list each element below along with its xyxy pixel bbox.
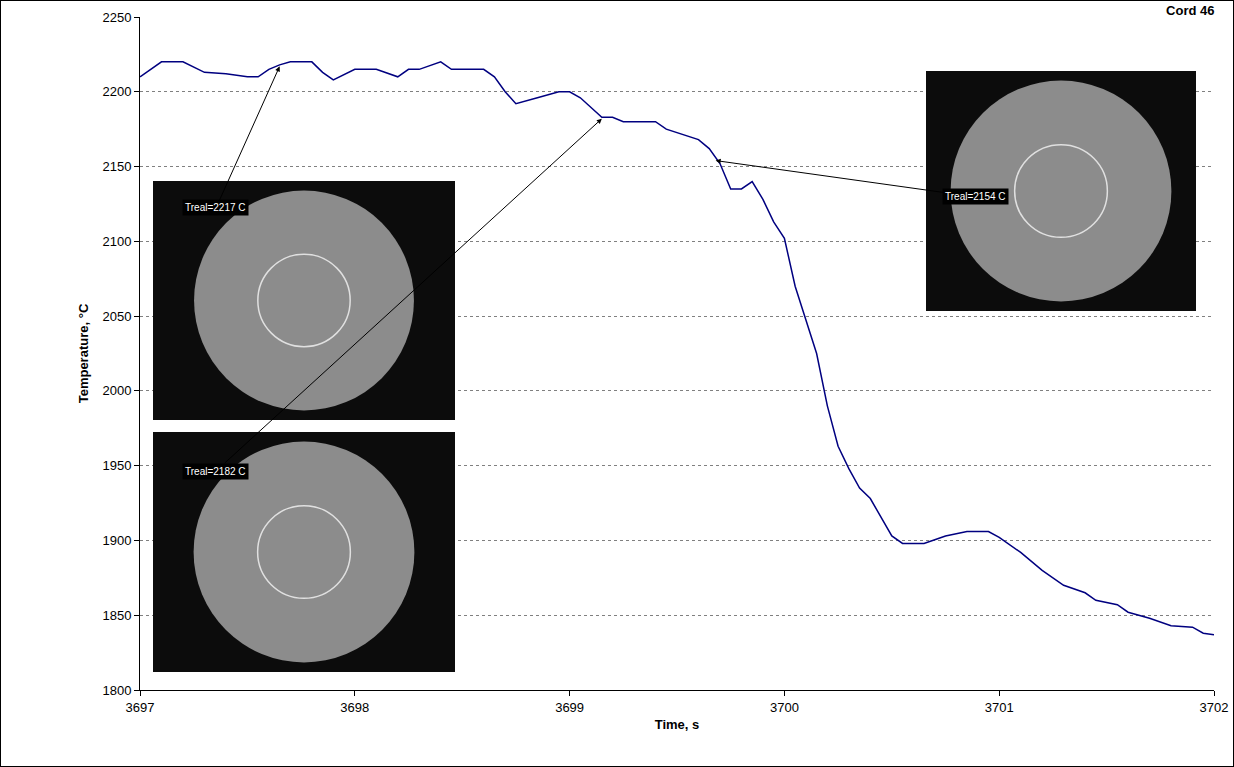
svg-text:Treal=2182 C: Treal=2182 C [185,466,246,477]
svg-text:1900: 1900 [102,533,131,548]
svg-text:3698: 3698 [340,700,369,715]
svg-text:2250: 2250 [102,10,131,25]
svg-text:1850: 1850 [102,608,131,623]
svg-text:2100: 2100 [102,234,131,249]
svg-text:Cord 46: Cord 46 [1166,3,1214,18]
svg-text:2200: 2200 [102,84,131,99]
svg-text:Treal=2217 C: Treal=2217 C [185,202,246,213]
svg-text:2000: 2000 [102,383,131,398]
svg-text:Time, s: Time, s [655,717,700,732]
svg-text:Treal=2154 C: Treal=2154 C [945,191,1006,202]
svg-text:3700: 3700 [770,700,799,715]
svg-text:3697: 3697 [126,700,155,715]
svg-text:2050: 2050 [102,309,131,324]
svg-text:3699: 3699 [555,700,584,715]
svg-text:1800: 1800 [102,683,131,698]
svg-text:1950: 1950 [102,458,131,473]
svg-text:3702: 3702 [1200,700,1229,715]
svg-text:Temperature, °C: Temperature, °C [76,303,91,403]
svg-text:2150: 2150 [102,159,131,174]
svg-text:3701: 3701 [985,700,1014,715]
